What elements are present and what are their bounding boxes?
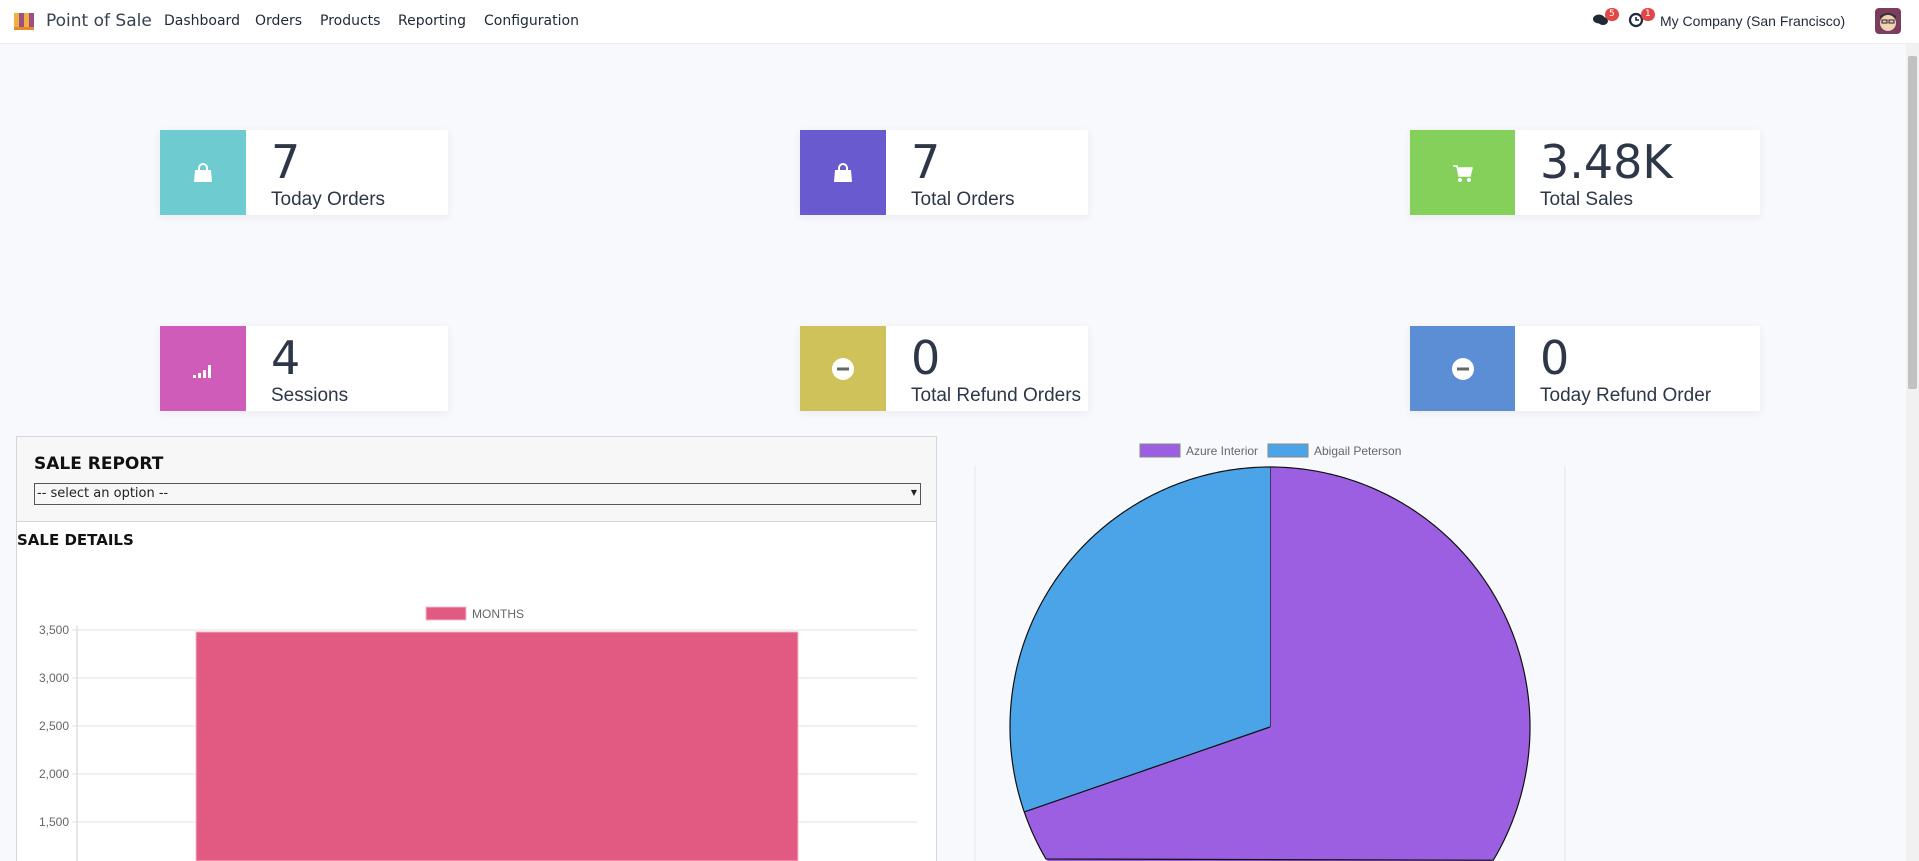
- stat-value: 0: [1540, 331, 1570, 385]
- stat-card[interactable]: 0 Today Refund Order: [1410, 326, 1760, 411]
- stat-card[interactable]: 3.48K Total Sales: [1410, 130, 1760, 215]
- stat-label: Today Orders: [271, 189, 386, 210]
- menu-reporting[interactable]: Reporting: [398, 13, 467, 29]
- stat-value: 7: [271, 135, 301, 189]
- minus-circle-icon: [800, 326, 886, 411]
- minus-circle-icon: [1410, 326, 1515, 411]
- shopping-bag-icon: [160, 130, 246, 215]
- stat-card[interactable]: 0 Total Refund Orders: [800, 326, 1088, 411]
- user-avatar[interactable]: [1875, 8, 1901, 34]
- y-tick-label: 2,000: [39, 767, 69, 781]
- stat-value: 7: [911, 135, 941, 189]
- pie-slice: [1024, 467, 1530, 861]
- stat-value: 3.48K: [1540, 135, 1673, 189]
- legend-label: Abigail Peterson: [1314, 444, 1401, 458]
- stat-label: Today Refund Order: [1540, 385, 1712, 406]
- stat-label: Total Sales: [1540, 189, 1633, 210]
- shopping-bag-icon: [800, 130, 886, 215]
- activities-button[interactable]: 1: [1628, 8, 1655, 32]
- pie-slice-divider: [1024, 726, 1271, 813]
- stat-value: 4: [271, 331, 301, 385]
- chat-icon: [1593, 14, 1608, 25]
- stat-label: Total Refund Orders: [911, 385, 1082, 406]
- report-select-value: -- select an option --: [37, 486, 169, 501]
- top-navbar: Point of Sale Dashboard Orders Products …: [0, 0, 1919, 44]
- y-tick-label: 1,500: [39, 815, 69, 829]
- company-switcher[interactable]: My Company (San Francisco): [1660, 13, 1846, 29]
- clock-icon: [1628, 12, 1644, 28]
- legend-swatch: [425, 606, 467, 621]
- menu-orders[interactable]: Orders: [255, 13, 303, 29]
- pie-slice: [1010, 467, 1270, 812]
- customer-pie-chart: Azure Interior Abigail Peterson: [974, 443, 1566, 861]
- menu-dashboard[interactable]: Dashboard: [164, 13, 240, 29]
- stat-label: Total Orders: [911, 189, 1015, 210]
- legend-swatch: [1139, 443, 1181, 458]
- stat-value: 0: [911, 331, 941, 385]
- y-tick-label: 3,000: [39, 671, 69, 685]
- sale-report-title: SALE REPORT: [34, 454, 164, 474]
- stat-card[interactable]: 7 Total Orders: [800, 130, 1088, 215]
- pie-slice-border: [1009, 466, 1271, 813]
- scrollbar-thumb[interactable]: [1908, 56, 1917, 389]
- messages-button[interactable]: 5: [1592, 8, 1619, 32]
- sale-details-title: SALE DETAILS: [17, 531, 134, 549]
- menu-products[interactable]: Products: [320, 13, 381, 29]
- legend-label: Azure Interior: [1186, 444, 1258, 458]
- bar: [195, 631, 799, 861]
- page-scrollbar[interactable]: [1906, 44, 1919, 861]
- stat-label: Sessions: [271, 385, 349, 406]
- signal-bars-icon: [160, 326, 246, 411]
- report-select[interactable]: -- select an option -- ▼: [34, 483, 921, 505]
- y-tick-label: 3,500: [39, 623, 69, 637]
- activities-badge: 1: [1641, 8, 1655, 21]
- chevron-down-icon: ▼: [910, 488, 917, 497]
- app-title[interactable]: Point of Sale: [46, 11, 152, 31]
- avatar-face-icon: [1880, 13, 1896, 31]
- y-tick-label: 2,500: [39, 719, 69, 733]
- pos-logo-icon[interactable]: [13, 11, 35, 31]
- legend-swatch: [1267, 443, 1309, 458]
- messages-badge: 5: [1605, 8, 1619, 21]
- sale-bar-chart: 1,500 2,000 2,500 3,000 3,500 MONTHS: [39, 606, 917, 861]
- stat-card[interactable]: 7 Today Orders: [160, 130, 448, 215]
- stat-card[interactable]: 4 Sessions: [160, 326, 448, 411]
- shopping-cart-icon: [1410, 130, 1515, 215]
- pie-slice-border: [1023, 466, 1531, 861]
- legend-label: MONTHS: [472, 607, 524, 621]
- menu-configuration[interactable]: Configuration: [484, 13, 579, 29]
